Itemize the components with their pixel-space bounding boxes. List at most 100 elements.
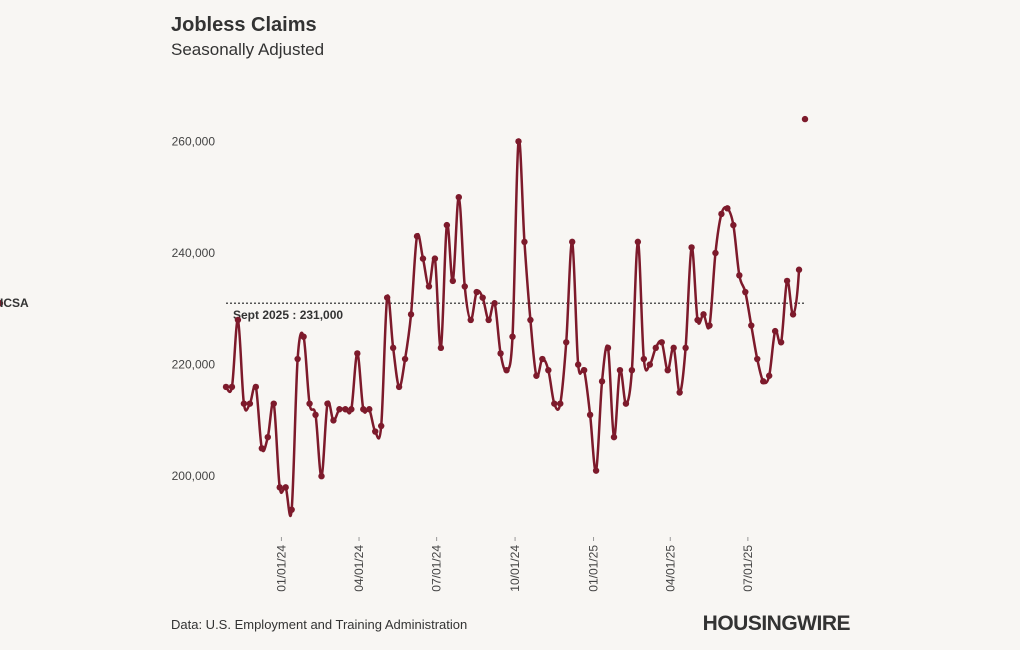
- point: [0, 300, 4, 307]
- point: [783, 277, 791, 285]
- point: [545, 366, 552, 374]
- point: [401, 355, 409, 363]
- point: [765, 372, 773, 379]
- point: [222, 383, 230, 391]
- point: [646, 361, 654, 368]
- point: [742, 288, 749, 296]
- chart-subtitle: Seasonally Adjusted: [171, 40, 324, 59]
- point: [354, 350, 361, 357]
- point: [760, 378, 767, 385]
- point: [801, 115, 809, 123]
- x-tick-label: 04/01/25: [663, 545, 677, 592]
- point: [634, 238, 642, 246]
- point: [640, 355, 648, 363]
- point: [706, 322, 713, 329]
- point: [628, 366, 636, 374]
- point: [497, 350, 504, 357]
- point: [551, 400, 558, 407]
- point: [658, 339, 665, 346]
- point: [228, 383, 236, 391]
- point: [372, 428, 379, 435]
- point: [694, 316, 701, 324]
- point: [688, 244, 695, 251]
- point: [437, 344, 445, 352]
- point: [539, 355, 546, 363]
- point: [252, 383, 260, 391]
- point: [789, 311, 797, 318]
- point: [598, 378, 606, 385]
- point: [348, 406, 355, 413]
- point: [425, 283, 433, 290]
- point: [712, 249, 719, 257]
- point: [342, 406, 349, 413]
- point: [527, 316, 534, 324]
- point: [509, 333, 516, 340]
- point: [443, 221, 451, 229]
- point: [389, 344, 397, 352]
- point: [395, 383, 403, 391]
- point: [288, 506, 295, 513]
- x-tick-label: 10/01/24: [508, 545, 522, 592]
- point: [652, 344, 659, 352]
- point: [580, 366, 588, 374]
- x-tick-label: 01/01/25: [587, 545, 601, 592]
- point: [563, 339, 570, 346]
- point: [736, 272, 743, 279]
- x-tick-label: 07/01/25: [741, 545, 755, 592]
- point: [670, 344, 677, 352]
- chart-title: Jobless Claims: [171, 14, 317, 36]
- point: [324, 400, 331, 407]
- point: [676, 389, 683, 396]
- point: [234, 316, 242, 324]
- x-tick-label: 01/01/24: [274, 545, 288, 592]
- y-tick-label: 220,000: [172, 358, 216, 372]
- point: [449, 277, 457, 285]
- point: [700, 311, 707, 318]
- point: [431, 255, 439, 262]
- source-note: Data: U.S. Employment and Training Admin…: [171, 617, 467, 632]
- point: [682, 344, 689, 352]
- point: [461, 283, 468, 290]
- point: [300, 333, 307, 340]
- point: [413, 233, 421, 240]
- point: [276, 484, 283, 491]
- point: [467, 316, 474, 324]
- y-tick-label: 240,000: [172, 246, 216, 260]
- reference-label: Sept 2025 : 231,000: [233, 308, 343, 322]
- point: [306, 400, 313, 407]
- point: [557, 400, 564, 407]
- point: [664, 366, 671, 374]
- point: [754, 355, 761, 363]
- point: [569, 238, 576, 246]
- point: [503, 366, 510, 374]
- point: [330, 417, 337, 424]
- point: [718, 210, 725, 218]
- point: [264, 433, 271, 441]
- point: [282, 484, 289, 491]
- brand-logo: HOUSINGWIRE: [703, 612, 851, 635]
- x-tick-label: 07/01/24: [430, 545, 444, 592]
- point: [771, 327, 779, 335]
- y-tick-label: 200,000: [172, 469, 216, 483]
- point: [336, 406, 343, 413]
- point: [270, 400, 277, 407]
- point: [795, 266, 803, 273]
- point: [616, 366, 624, 374]
- point: [586, 411, 594, 419]
- point: [574, 361, 582, 368]
- point: [455, 194, 462, 201]
- point: [491, 300, 498, 307]
- point: [777, 339, 785, 346]
- point: [610, 433, 618, 441]
- point: [318, 473, 325, 480]
- point: [515, 138, 522, 145]
- point: [473, 288, 480, 296]
- point: [730, 221, 737, 229]
- point: [377, 422, 385, 430]
- point: [622, 400, 630, 407]
- point: [312, 411, 319, 419]
- point: [258, 445, 266, 452]
- x-tick-label: 04/01/24: [352, 545, 366, 592]
- point: [592, 467, 600, 474]
